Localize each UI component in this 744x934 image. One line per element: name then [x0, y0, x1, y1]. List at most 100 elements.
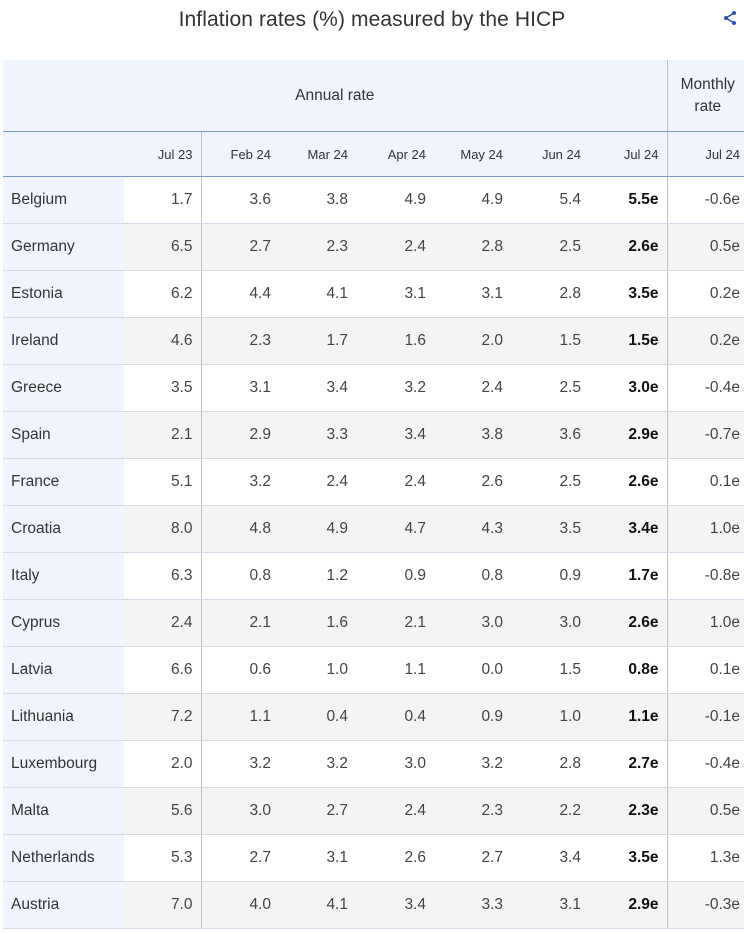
annual-rate-cell: 1.7	[279, 317, 356, 365]
annual-rate-cell: 4.8	[201, 505, 279, 553]
table-row: Luxembourg 2.0 3.2 3.2 3.0 3.2 2.8 2.7e -0.4e	[3, 740, 744, 788]
table-row: Ireland 4.6 2.3 1.7 1.6 2.0 1.5 1.5e 0.2e	[3, 317, 744, 365]
monthly-rate-cell: -0.4e	[667, 740, 744, 788]
table-row: Greece 3.5 3.1 3.4 3.2 2.4 2.5 3.0e -0.4e	[3, 364, 744, 412]
table-row: Malta 5.6 3.0 2.7 2.4 2.3 2.2 2.3e 0.5e	[3, 787, 744, 835]
flash-estimate-cell: 2.7e	[589, 740, 668, 788]
annual-rate-cell: 2.8	[511, 270, 589, 318]
table-row: Belgium 1.7 3.6 3.8 4.9 4.9 5.4 5.5e -0.6e	[3, 176, 744, 224]
monthly-rate-cell: 0.1e	[667, 646, 744, 694]
annual-rate-cell: 3.2	[356, 364, 434, 412]
annual-rate-cell: 0.9	[356, 552, 434, 600]
annual-rate-cell: 2.7	[201, 223, 279, 271]
flash-estimate-cell: 3.5e	[589, 270, 668, 318]
annual-rate-cell: 4.3	[434, 505, 511, 553]
hicp-table: Annual rate Monthly rate Jul 23 Feb 24 M…	[3, 60, 744, 929]
annual-rate-cell: 1.0	[511, 693, 589, 741]
annual-rate-cell: 2.6	[434, 458, 511, 506]
col-header-jul23: Jul 23	[124, 131, 202, 177]
monthly-rate-cell: 0.2e	[667, 317, 744, 365]
monthly-rate-cell: 1.3e	[667, 834, 744, 882]
share-icon[interactable]	[722, 10, 738, 26]
annual-rate-cell: 2.4	[356, 787, 434, 835]
annual-rate-cell: 2.9	[201, 411, 279, 459]
annual-rate-cell: 3.8	[279, 176, 356, 224]
table-row: Spain 2.1 2.9 3.3 3.4 3.8 3.6 2.9e -0.7e	[3, 411, 744, 459]
annual-rate-cell: 2.1	[124, 411, 202, 459]
annual-rate-cell: 3.2	[434, 740, 511, 788]
annual-rate-cell: 4.7	[356, 505, 434, 553]
col-header-jun24: Jun 24	[511, 131, 589, 177]
annual-rate-cell: 1.2	[279, 552, 356, 600]
table-row: Cyprus 2.4 2.1 1.6 2.1 3.0 3.0 2.6e 1.0e	[3, 599, 744, 647]
flash-estimate-cell: 3.5e	[589, 834, 668, 882]
annual-rate-cell: 1.6	[356, 317, 434, 365]
annual-rate-cell: 4.9	[279, 505, 356, 553]
country-cell: France	[3, 458, 124, 506]
flash-estimate-cell: 2.3e	[589, 787, 668, 835]
country-cell: Luxembourg	[3, 740, 124, 788]
annual-rate-cell: 0.6	[201, 646, 279, 694]
annual-rate-cell: 0.9	[434, 693, 511, 741]
annual-rate-cell: 2.5	[511, 223, 589, 271]
annual-rate-cell: 7.2	[124, 693, 202, 741]
group-header-row: Annual rate Monthly rate	[3, 60, 744, 132]
annual-rate-cell: 3.4	[356, 411, 434, 459]
country-cell: Greece	[3, 364, 124, 412]
flash-estimate-cell: 0.8e	[589, 646, 668, 694]
table-row: Croatia 8.0 4.8 4.9 4.7 4.3 3.5 3.4e 1.0e	[3, 505, 744, 553]
monthly-rate-cell: 0.5e	[667, 787, 744, 835]
country-cell: Malta	[3, 787, 124, 835]
table-row: Austria 7.0 4.0 4.1 3.4 3.3 3.1 2.9e -0.3e	[3, 881, 744, 929]
monthly-rate-cell: -0.4e	[667, 364, 744, 412]
table-row: Italy 6.3 0.8 1.2 0.9 0.8 0.9 1.7e -0.8e	[3, 552, 744, 600]
flash-estimate-cell: 2.9e	[589, 881, 668, 929]
annual-rate-cell: 1.7	[124, 176, 202, 224]
annual-rate-cell: 1.1	[201, 693, 279, 741]
monthly-rate-header: Monthly rate	[666, 60, 744, 132]
col-header-jul24-monthly: Jul 24	[667, 131, 744, 177]
annual-rate-cell: 1.0	[279, 646, 356, 694]
annual-rate-cell: 2.7	[434, 834, 511, 882]
flash-estimate-cell: 2.9e	[589, 411, 668, 459]
annual-rate-cell: 4.6	[124, 317, 202, 365]
monthly-rate-header-line2: rate	[694, 97, 722, 115]
annual-rate-cell: 3.2	[201, 740, 279, 788]
country-cell: Latvia	[3, 646, 124, 694]
annual-rate-cell: 3.1	[511, 881, 589, 929]
country-cell: Austria	[3, 881, 124, 929]
annual-rate-cell: 3.0	[511, 599, 589, 647]
table-row: Lithuania 7.2 1.1 0.4 0.4 0.9 1.0 1.1e -0.1e	[3, 693, 744, 741]
country-cell: Germany	[3, 223, 124, 271]
annual-rate-cell: 2.3	[434, 787, 511, 835]
monthly-rate-header-line1: Monthly	[680, 75, 735, 93]
table-body: Belgium 1.7 3.6 3.8 4.9 4.9 5.4 5.5e -0.6e German…	[3, 176, 744, 929]
flash-estimate-cell: 2.6e	[589, 599, 668, 647]
annual-rate-cell: 2.3	[279, 223, 356, 271]
monthly-rate-cell: 1.0e	[667, 599, 744, 647]
monthly-rate-cell: -0.3e	[667, 881, 744, 929]
annual-rate-cell: 3.5	[511, 505, 589, 553]
annual-rate-cell: 1.5	[511, 646, 589, 694]
annual-rate-cell: 2.8	[434, 223, 511, 271]
monthly-rate-cell: -0.6e	[667, 176, 744, 224]
annual-rate-cell: 3.3	[279, 411, 356, 459]
annual-rate-cell: 3.6	[511, 411, 589, 459]
flash-estimate-cell: 2.6e	[589, 458, 668, 506]
title-bar: Inflation rates (%) measured by the HICP	[0, 0, 744, 45]
flash-estimate-cell: 1.1e	[589, 693, 668, 741]
annual-rate-cell: 6.5	[124, 223, 202, 271]
country-cell: Netherlands	[3, 834, 124, 882]
country-cell: Croatia	[3, 505, 124, 553]
annual-rate-cell: 2.1	[201, 599, 279, 647]
annual-rate-cell: 3.2	[201, 458, 279, 506]
flash-estimate-cell: 2.6e	[589, 223, 668, 271]
annual-rate-cell: 4.0	[201, 881, 279, 929]
table-row: Germany 6.5 2.7 2.3 2.4 2.8 2.5 2.6e 0.5e	[3, 223, 744, 271]
annual-rate-cell: 0.4	[279, 693, 356, 741]
annual-rate-cell: 2.3	[201, 317, 279, 365]
annual-rate-cell: 3.4	[356, 881, 434, 929]
annual-rate-cell: 4.1	[279, 270, 356, 318]
annual-rate-cell: 0.4	[356, 693, 434, 741]
col-header-may24: May 24	[434, 131, 511, 177]
